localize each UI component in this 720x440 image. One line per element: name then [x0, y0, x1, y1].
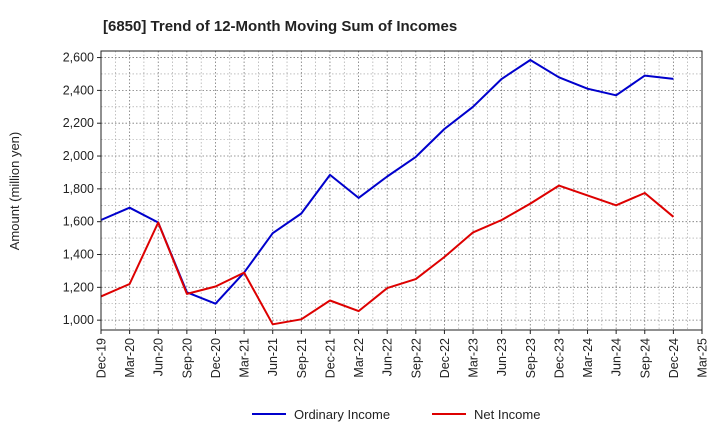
legend-label-ordinary-income: Ordinary Income	[294, 407, 390, 422]
x-tick-label: Mar-25	[696, 338, 710, 378]
x-tick-label: Dec-21	[323, 338, 337, 378]
y-axis-label: Amount (million yen)	[7, 132, 22, 251]
x-tick-label: Jun-23	[495, 338, 509, 376]
x-tick-label: Dec-24	[667, 338, 681, 378]
y-tick-label: 2,400	[63, 83, 94, 97]
x-tick-label: Jun-24	[610, 338, 624, 376]
x-tick-label: Dec-20	[209, 338, 223, 378]
x-tick-label: Sep-23	[524, 338, 538, 378]
net-income-line	[100, 184, 675, 326]
plot-frame	[100, 50, 703, 331]
y-tick-label: 1,400	[63, 248, 94, 262]
legend-label-net-income: Net Income	[474, 407, 540, 422]
x-tick-label: Dec-23	[552, 338, 566, 378]
y-tick-label: 1,800	[63, 182, 94, 196]
x-tick-label: Sep-22	[409, 338, 423, 378]
x-tick-label: Mar-21	[238, 338, 252, 378]
x-tick-label: Sep-20	[180, 338, 194, 378]
x-tick-label: Dec-22	[438, 338, 452, 378]
y-tick-label: 2,600	[63, 51, 94, 65]
ordinary-income-line	[100, 59, 674, 305]
chart-title: [6850] Trend of 12-Month Moving Sum of I…	[103, 18, 457, 35]
x-tick-label: Mar-20	[123, 338, 137, 378]
x-tick-label: Mar-22	[352, 338, 366, 378]
x-tick-label: Jun-22	[381, 338, 395, 376]
y-tick-label: 2,000	[63, 149, 94, 163]
y-tick-label: 1,200	[63, 280, 94, 294]
x-tick-label: Jun-21	[266, 338, 280, 376]
legend: Ordinary Income Net Income	[252, 407, 540, 422]
x-tick-label: Mar-23	[467, 338, 481, 378]
x-tick-label: Dec-19	[95, 338, 109, 378]
grid	[100, 51, 703, 330]
x-tick-label: Sep-21	[295, 338, 309, 378]
x-tick-label: Sep-24	[638, 338, 652, 378]
x-tick-label: Mar-24	[581, 338, 595, 378]
y-tick-label: 1,600	[63, 215, 94, 229]
x-tick-label: Jun-20	[152, 338, 166, 376]
axis-ticks: 1,000 1,200 1,400 1,600 1,800 2,000 2,200 2,400…	[63, 51, 710, 379]
y-tick-label: 2,200	[63, 116, 94, 130]
series-lines	[100, 59, 675, 326]
y-tick-label: 1,000	[63, 313, 94, 327]
